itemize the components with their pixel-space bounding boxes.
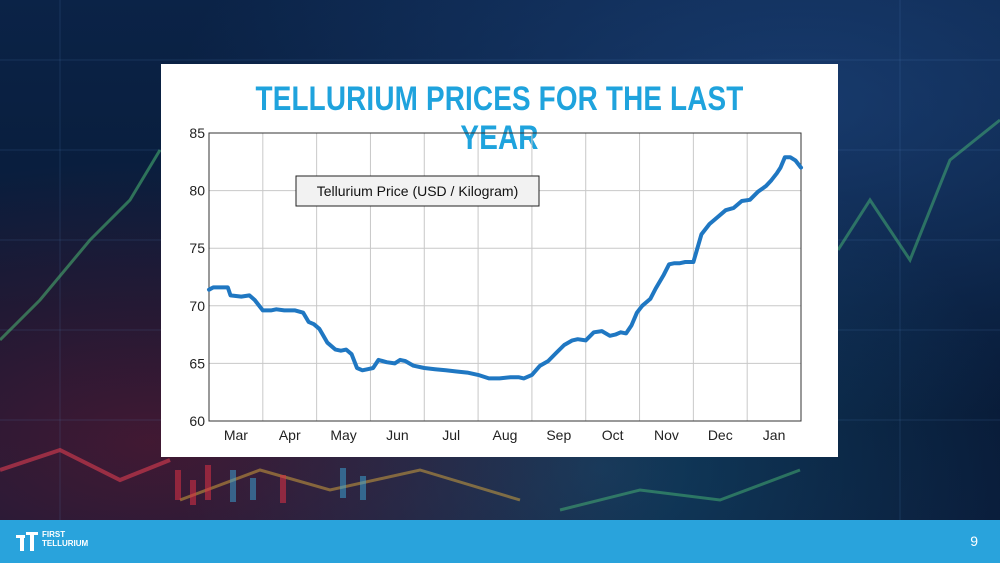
chart-card: TELLURIUM PRICES FOR THE LAST YEAR 60 65 7… <box>161 64 838 457</box>
y-tick-label: 60 <box>189 413 205 429</box>
x-tick-label: Jul <box>442 427 460 443</box>
x-tick-label: Jan <box>763 427 786 443</box>
x-tick-label: Mar <box>224 427 248 443</box>
x-tick-label: Aug <box>493 427 518 443</box>
slide-title: TELLURIUM PRICES FOR THE LAST YEAR <box>255 80 744 157</box>
legend-label: Tellurium Price (USD / Kilogram) <box>317 183 518 199</box>
x-tick-label: Apr <box>279 427 301 443</box>
y-tick-label: 75 <box>189 240 205 256</box>
x-tick-label: Dec <box>708 427 733 443</box>
x-tick-label: May <box>330 427 356 443</box>
price-line-chart: 60 65 70 75 80 85 Mar Apr May Jun Jul Aug Sep Oct Nov D… <box>189 125 803 443</box>
x-tick-label: Oct <box>602 427 624 443</box>
page-number: 9 <box>970 533 978 549</box>
y-tick-label: 85 <box>189 125 205 141</box>
legend-box <box>295 175 540 207</box>
logo-line2: TELLURIUM <box>42 539 89 548</box>
y-tick-label: 70 <box>189 298 205 314</box>
price-series-line <box>207 155 803 381</box>
logo-line1: FIRST <box>42 530 66 539</box>
first-tellurium-logo-icon <box>16 532 38 551</box>
logo-wordmark: FIRST TELLURIUM <box>42 530 88 548</box>
x-tick-label: Jun <box>386 427 409 443</box>
plot-frame <box>208 132 802 422</box>
footer-bar: FIRST TELLURIUM 9 <box>0 520 1000 563</box>
x-tick-label: Nov <box>654 427 679 443</box>
y-tick-label: 65 <box>189 355 205 371</box>
y-tick-label: 80 <box>189 183 205 199</box>
x-tick-label: Sep <box>546 427 571 443</box>
